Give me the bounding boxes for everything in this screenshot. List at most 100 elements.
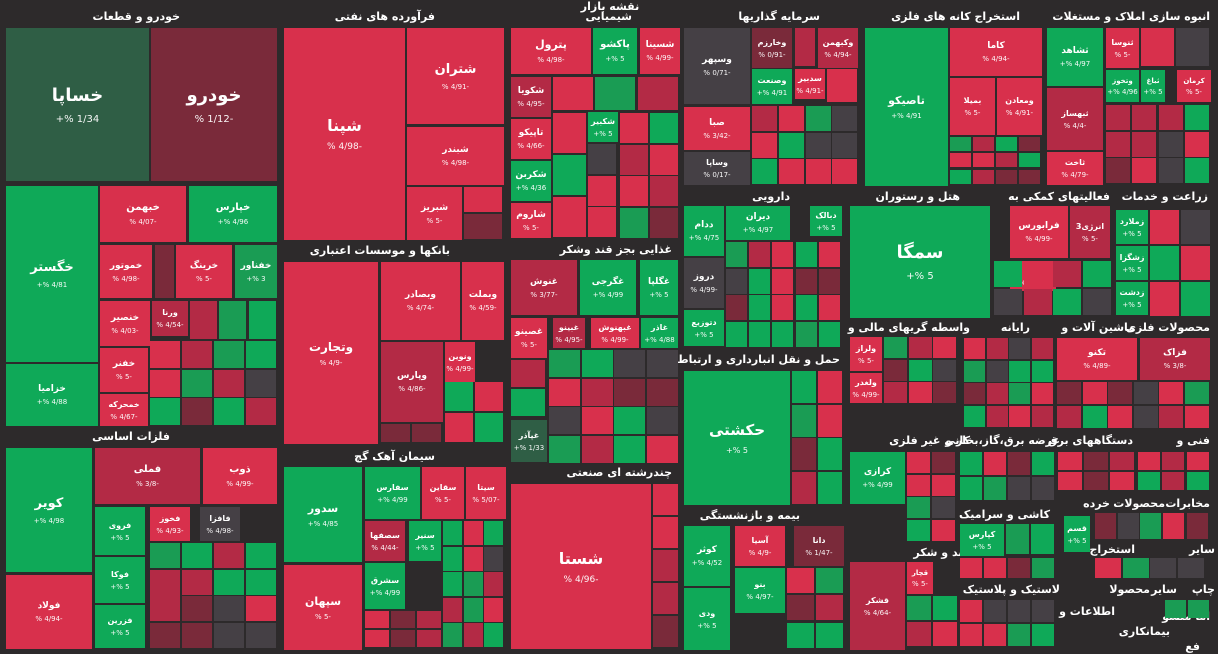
stock-tile[interactable]	[1083, 289, 1111, 315]
stock-tile[interactable]	[620, 145, 648, 175]
stock-tile[interactable]	[933, 596, 957, 620]
stock-tile[interactable]	[907, 452, 930, 473]
stock-tile[interactable]	[150, 623, 180, 648]
stock-tile[interactable]: ثشاهد 4/97 %+	[1047, 28, 1103, 86]
stock-tile[interactable]	[806, 159, 831, 184]
stock-tile[interactable]	[650, 145, 678, 175]
stock-tile[interactable]: ودی 5 %+	[684, 588, 730, 650]
stock-tile[interactable]	[653, 583, 678, 614]
stock-tile[interactable]	[484, 572, 503, 596]
stock-tile[interactable]: غپآذر 1/33 %+	[511, 420, 547, 462]
stock-tile[interactable]	[653, 550, 678, 581]
stock-tile[interactable]: کاما -4/94 %	[950, 28, 1042, 76]
stock-tile[interactable]: ولغدر -4/99 %	[850, 373, 882, 403]
stock-tile[interactable]	[984, 452, 1006, 475]
stock-tile[interactable]	[1150, 558, 1176, 578]
stock-tile[interactable]	[650, 176, 678, 206]
stock-tile[interactable]: سشرق 4/99 %+	[365, 563, 405, 609]
stock-tile[interactable]: پاکشو 5 %+	[593, 28, 637, 74]
stock-tile[interactable]	[1187, 452, 1209, 470]
stock-tile[interactable]: فروی 5 %+	[95, 507, 145, 555]
stock-tile[interactable]	[1032, 558, 1054, 578]
stock-tile[interactable]	[620, 113, 648, 143]
stock-tile[interactable]: ددام 4/75 %+	[684, 206, 724, 256]
stock-tile[interactable]	[749, 242, 770, 267]
stock-tile[interactable]	[1095, 558, 1121, 578]
stock-tile[interactable]: وساپا -0/17 %	[684, 152, 750, 185]
stock-tile[interactable]: ثباغ 5 %+	[1141, 70, 1165, 102]
stock-tile[interactable]: وتجارت -4/9 %	[284, 262, 378, 444]
stock-tile[interactable]	[772, 242, 793, 267]
stock-tile[interactable]: تاصیکو 4/91 %+	[865, 28, 948, 186]
stock-tile[interactable]	[996, 170, 1017, 184]
stock-tile[interactable]	[443, 547, 462, 571]
stock-tile[interactable]	[796, 322, 817, 347]
stock-tile[interactable]: شکویا -4/95 %	[511, 77, 551, 117]
stock-tile[interactable]	[816, 568, 843, 593]
stock-tile[interactable]	[1006, 524, 1029, 554]
stock-tile[interactable]	[365, 630, 389, 647]
stock-tile[interactable]	[650, 113, 678, 143]
stock-tile[interactable]: سمگا 5 %+	[850, 206, 990, 318]
stock-tile[interactable]: خگستر 4/81 %+	[6, 186, 98, 362]
stock-tile[interactable]	[987, 383, 1008, 404]
stock-tile[interactable]	[182, 398, 212, 425]
stock-tile[interactable]	[960, 558, 982, 578]
stock-tile[interactable]	[150, 596, 180, 621]
stock-tile[interactable]	[792, 371, 816, 403]
stock-tile[interactable]	[182, 543, 212, 568]
stock-tile[interactable]	[553, 197, 586, 237]
stock-tile[interactable]	[1118, 513, 1139, 539]
stock-tile[interactable]	[752, 133, 777, 158]
stock-tile[interactable]	[1165, 600, 1186, 618]
stock-tile[interactable]	[749, 295, 770, 320]
stock-tile[interactable]: غبینو -4/95 %	[553, 318, 585, 348]
stock-tile[interactable]	[464, 521, 483, 545]
stock-tile[interactable]	[1008, 452, 1030, 475]
stock-tile[interactable]	[950, 153, 971, 167]
stock-tile[interactable]: ثنوسا -5 %	[1106, 28, 1139, 68]
stock-tile[interactable]: خرینگ -5 %	[176, 245, 232, 298]
stock-tile[interactable]	[549, 407, 580, 434]
stock-tile[interactable]: وصنعت 4/91 %+	[752, 69, 792, 104]
stock-tile[interactable]: شتران -4/91 %	[407, 28, 504, 124]
stock-tile[interactable]	[1008, 624, 1030, 646]
stock-tile[interactable]	[1185, 132, 1209, 157]
stock-tile[interactable]	[150, 570, 180, 595]
stock-tile[interactable]	[1181, 210, 1210, 244]
stock-tile[interactable]	[155, 245, 174, 298]
stock-tile[interactable]	[1162, 452, 1184, 470]
stock-tile[interactable]	[1159, 158, 1183, 183]
stock-tile[interactable]	[1185, 406, 1209, 428]
stock-tile[interactable]	[907, 622, 931, 646]
stock-tile[interactable]	[787, 568, 814, 593]
stock-tile[interactable]	[1110, 452, 1134, 470]
stock-tile[interactable]	[549, 350, 580, 377]
stock-tile[interactable]	[182, 596, 212, 621]
stock-tile[interactable]	[787, 595, 814, 620]
stock-tile[interactable]: تکنو -4/89 %	[1057, 338, 1137, 380]
stock-tile[interactable]	[1132, 158, 1156, 183]
stock-tile[interactable]	[182, 341, 212, 368]
stock-tile[interactable]: خبهمن -4/07 %	[100, 186, 186, 242]
stock-tile[interactable]: شسینا -4/99 %	[640, 28, 680, 74]
stock-tile[interactable]	[819, 242, 840, 267]
stock-tile[interactable]	[1162, 472, 1184, 490]
stock-tile[interactable]	[987, 406, 1008, 427]
stock-tile[interactable]: قچار -5 %	[907, 562, 933, 594]
stock-tile[interactable]	[726, 322, 747, 347]
stock-tile[interactable]	[1159, 132, 1183, 157]
stock-tile[interactable]	[933, 360, 956, 381]
stock-tile[interactable]: قسم 5 %+	[1064, 516, 1090, 552]
stock-tile[interactable]	[582, 379, 613, 406]
stock-tile[interactable]: شاروم -5 %	[511, 203, 551, 238]
stock-tile[interactable]: آسیا -4/9 %	[735, 526, 785, 566]
stock-tile[interactable]	[443, 572, 462, 596]
stock-tile[interactable]: ثاخت -4/79 %	[1047, 152, 1103, 185]
stock-tile[interactable]	[595, 77, 635, 110]
stock-tile[interactable]: سدبیر -4/91 %	[795, 69, 825, 99]
stock-tile[interactable]: صبا -3/42 %	[684, 107, 750, 150]
stock-tile[interactable]	[150, 341, 180, 368]
stock-tile[interactable]	[190, 301, 217, 339]
stock-tile[interactable]	[816, 595, 843, 620]
